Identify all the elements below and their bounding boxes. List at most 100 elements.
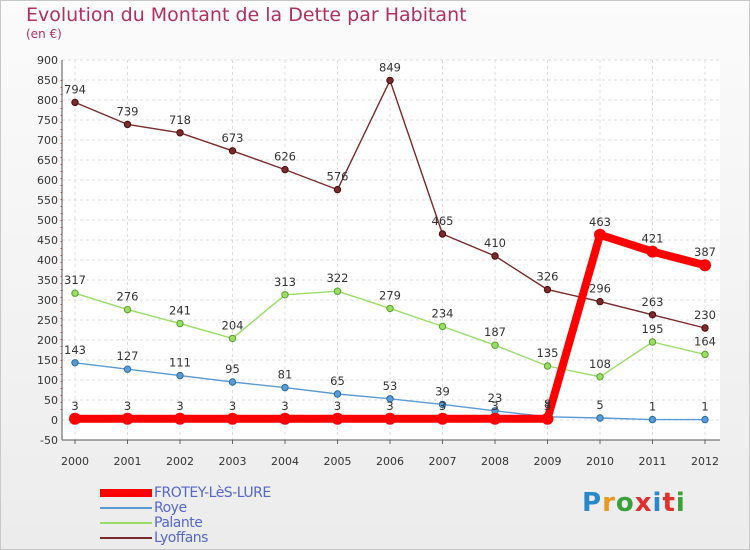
data-point-roye [228, 378, 237, 386]
data-point-lyoffans [596, 297, 604, 306]
y-tick-label: 800 [37, 94, 58, 107]
y-tick-label: -50 [40, 434, 58, 447]
chart-subtitle: (en €) [26, 27, 62, 41]
x-tick-label: 2006 [376, 455, 404, 468]
data-label-palante: 317 [64, 273, 86, 287]
y-tick-label: 600 [37, 174, 58, 187]
y-tick-label: 350 [37, 274, 58, 287]
data-label-lyoffans: 326 [537, 270, 559, 284]
data-label-frotey-l-s-lure: 463 [589, 215, 611, 229]
data-label-palante: 234 [432, 306, 454, 320]
data-label-roye: 8 [544, 397, 551, 411]
data-point-palante [228, 334, 237, 343]
data-point-palante [123, 305, 132, 314]
y-tick-label: 850 [37, 74, 58, 87]
x-tick-label: 2002 [166, 455, 194, 468]
x-tick-label: 2004 [271, 455, 299, 468]
data-label-roye: 1 [701, 400, 708, 414]
data-point-frotey-l-s-lure [646, 245, 659, 258]
data-point-palante [701, 350, 709, 359]
y-tick-label: 300 [37, 294, 58, 307]
legend: FROTEY-LèS-LURE Roye Palante Lyoffans [100, 486, 340, 546]
legend-swatch [100, 537, 152, 539]
data-point-lyoffans [386, 76, 394, 85]
data-label-palante: 204 [222, 318, 244, 332]
data-label-lyoffans: 576 [327, 170, 349, 184]
legend-item-palante: Palante [100, 516, 340, 531]
data-point-roye [176, 371, 184, 380]
data-label-roye: 53 [383, 379, 398, 393]
data-point-frotey-l-s-lure [279, 412, 291, 425]
data-label-frotey-l-s-lure: 3 [124, 399, 131, 413]
plot-area [62, 60, 720, 440]
data-label-palante: 164 [694, 334, 716, 348]
data-label-frotey-l-s-lure: 387 [694, 245, 716, 259]
proxiti-logo: Proxiti [582, 488, 686, 518]
data-point-roye [648, 415, 657, 424]
data-point-palante [438, 322, 447, 331]
data-label-roye: 39 [435, 384, 450, 398]
legend-label: Lyoffans [154, 530, 208, 546]
data-label-frotey-l-s-lure: 3 [229, 399, 236, 413]
y-tick-label: 0 [51, 414, 58, 427]
data-point-palante [176, 319, 184, 328]
data-label-palante: 195 [642, 322, 664, 336]
y-tick-label: 900 [37, 54, 58, 67]
x-tick-label: 2001 [114, 455, 142, 468]
logo-letter: r [602, 488, 616, 518]
data-point-frotey-l-s-lure [436, 412, 449, 425]
data-label-palante: 276 [117, 290, 139, 304]
data-label-palante: 322 [327, 271, 349, 285]
data-label-lyoffans: 673 [222, 131, 244, 145]
data-label-lyoffans: 626 [274, 150, 296, 164]
legend-label: Palante [154, 515, 203, 531]
data-point-frotey-l-s-lure [174, 412, 186, 425]
legend-swatch [100, 489, 152, 497]
y-tick-label: 550 [37, 194, 58, 207]
data-label-lyoffans: 263 [642, 295, 664, 309]
data-label-palante: 135 [537, 346, 559, 360]
data-point-roye [386, 395, 394, 403]
data-point-frotey-l-s-lure [331, 412, 344, 425]
data-label-palante: 279 [379, 288, 401, 302]
data-point-palante [333, 287, 342, 295]
data-label-lyoffans: 739 [117, 104, 139, 118]
x-tick-label: 2012 [691, 455, 719, 468]
data-label-palante: 108 [589, 357, 611, 371]
data-point-lyoffans [176, 129, 184, 137]
data-label-palante: 187 [484, 325, 506, 339]
data-point-frotey-l-s-lure [699, 259, 711, 272]
y-tick-label: 650 [37, 154, 58, 167]
data-point-frotey-l-s-lure [384, 412, 396, 425]
data-point-frotey-l-s-lure [489, 412, 501, 425]
data-point-lyoffans [491, 252, 499, 260]
data-label-roye: 95 [225, 362, 240, 376]
data-label-roye: 143 [64, 343, 86, 357]
x-tick-label: 2003 [219, 455, 247, 468]
data-point-lyoffans [228, 147, 237, 155]
data-label-roye: 81 [278, 368, 293, 382]
x-tick-label: 2007 [429, 455, 457, 468]
y-tick-label: 50 [44, 394, 58, 407]
y-tick-label: 250 [37, 314, 58, 327]
data-point-roye [596, 414, 604, 422]
data-point-palante [281, 291, 289, 299]
x-tick-label: 2009 [534, 455, 562, 468]
data-label-frotey-l-s-lure: 3 [71, 399, 78, 413]
x-tick-label: 2010 [586, 455, 614, 468]
x-tick-label: 2008 [481, 455, 509, 468]
data-point-palante [71, 289, 79, 297]
logo-letter: P [582, 488, 603, 518]
data-label-palante: 241 [169, 304, 191, 318]
legend-swatch [100, 507, 152, 509]
data-point-roye [281, 383, 289, 392]
data-point-frotey-l-s-lure [226, 412, 239, 425]
logo-letter: o [615, 488, 635, 518]
data-label-lyoffans: 718 [169, 113, 191, 127]
data-label-lyoffans: 465 [432, 214, 454, 228]
data-point-roye [701, 415, 709, 424]
data-point-frotey-l-s-lure [594, 228, 606, 241]
y-tick-label: 750 [37, 114, 58, 127]
data-point-palante [596, 373, 604, 381]
